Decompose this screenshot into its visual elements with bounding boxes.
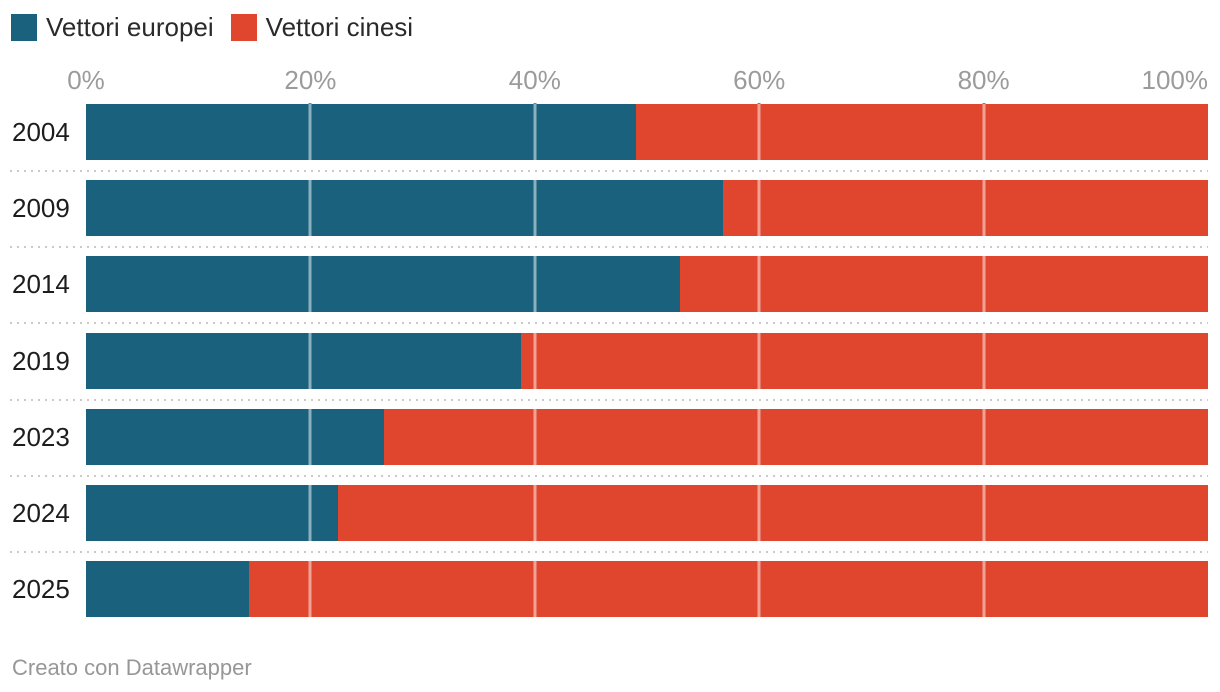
bar-segment-vettori-europei [86,485,339,541]
stacked-bar [86,561,1208,617]
row-label: 2014 [12,269,70,299]
bar-segment-vettori-europei [86,256,680,312]
gridline [308,256,312,312]
row-separator [10,475,1208,477]
gridline [533,561,537,617]
legend-item-vettori-europei: Vettori europei [11,14,214,41]
gridline [757,333,761,389]
gridline [533,409,537,465]
legend-label: Vettori cinesi [265,12,414,42]
gridline [533,104,537,160]
gridline [308,104,312,160]
bar-segment-vettori-cinesi [338,485,1208,541]
bar-segment-vettori-cinesi [384,409,1208,465]
bar-segment-vettori-europei [86,409,385,465]
row-label: 2004 [12,117,70,147]
gridline [982,333,986,389]
x-axis-label: 100% [1141,65,1209,95]
row-label: 2019 [12,346,70,376]
row-label: 2025 [12,574,70,604]
stacked-bar [86,180,1208,236]
gridline [757,485,761,541]
bar-segment-vettori-europei [86,180,724,236]
gridline [308,409,312,465]
gridline [982,104,986,160]
gridline [757,104,761,160]
x-axis-label: 60% [733,65,786,95]
x-axis-label: 20% [284,65,337,95]
x-axis-label: 0% [67,65,105,95]
gridline [533,485,537,541]
row-separator [10,399,1208,401]
gridline [308,333,312,389]
gridline [982,256,986,312]
bar-segment-vettori-europei [86,561,249,617]
bar-segment-vettori-cinesi [679,256,1208,312]
bar-segment-vettori-cinesi [248,561,1208,617]
gridline [533,256,537,312]
row-separator [10,246,1208,248]
gridline [308,485,312,541]
stacked-bar [86,104,1208,160]
gridline [308,561,312,617]
row-label: 2009 [12,193,70,223]
legend-swatch [11,14,37,41]
legend-item-vettori-cinesi: Vettori cinesi [230,12,414,42]
gridline [982,180,986,236]
gridline [533,333,537,389]
stacked-bar [86,485,1208,541]
row-separator [10,551,1208,553]
bar-segment-vettori-europei [86,333,522,389]
gridline [757,256,761,312]
legend-swatch [230,14,257,41]
stacked-bar [86,256,1208,312]
x-axis-label: 80% [957,65,1010,95]
bar-segment-vettori-cinesi [521,333,1208,389]
bar-segment-vettori-cinesi [723,180,1208,236]
row-label: 2023 [12,422,70,452]
bar-segment-vettori-cinesi [635,104,1208,160]
gridline [533,180,537,236]
gridline [757,180,761,236]
stacked-bar [86,333,1208,389]
gridline [982,485,986,541]
bar-segment-vettori-europei [86,104,636,160]
legend-label: Vettori europei [46,12,214,42]
row-label: 2024 [12,498,70,528]
stacked-bar [86,409,1208,465]
row-separator [10,170,1208,172]
gridline [982,409,986,465]
gridline [757,561,761,617]
legend: Vettori europei Vettori cinesi [11,14,413,41]
gridline [308,180,312,236]
gridline [982,561,986,617]
gridline [757,409,761,465]
x-axis-label: 40% [508,65,561,95]
attribution: Creato con Datawrapper [12,655,252,680]
row-separator [10,322,1208,324]
